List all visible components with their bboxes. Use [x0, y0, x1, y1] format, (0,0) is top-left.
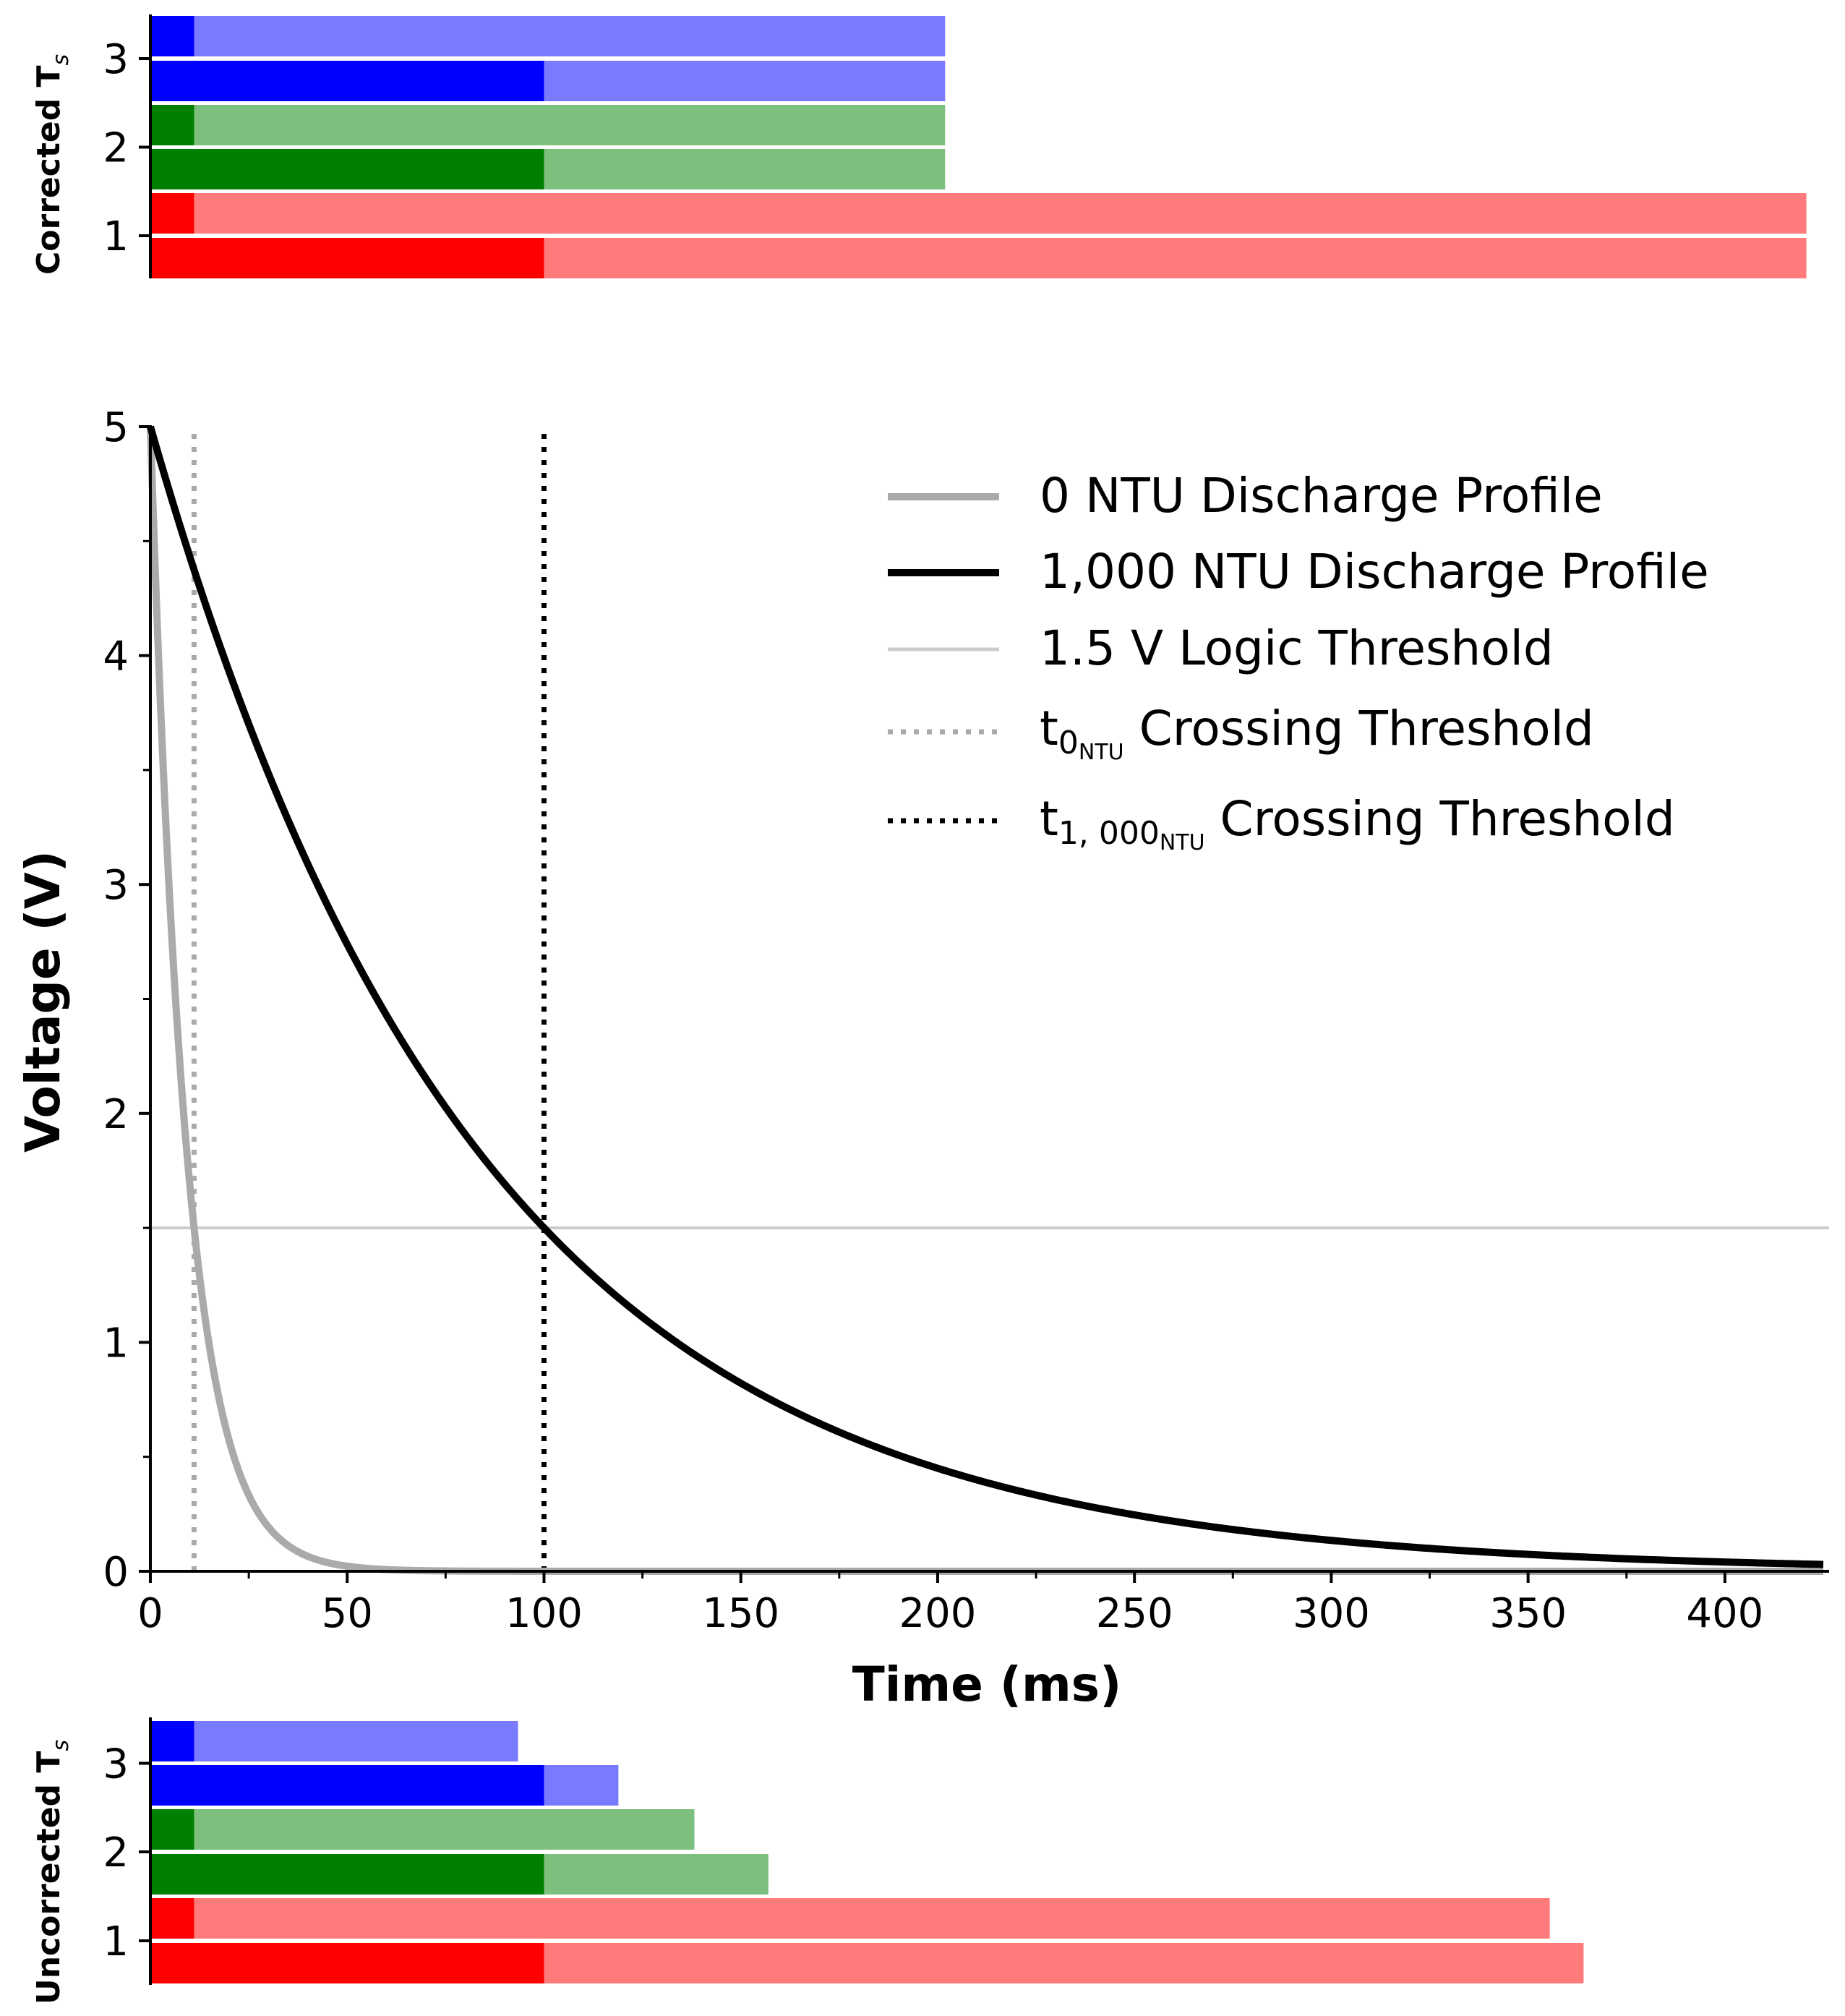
bar-group2-0ntu-total [150, 1809, 695, 1850]
x-tick-label: 150 [702, 1590, 779, 1637]
y-tick-label: 1 [103, 1320, 129, 1367]
y-tick-label: 3 [103, 862, 129, 909]
bar-group2-1000ntu-crossing [150, 149, 544, 189]
x-tick-label: 300 [1293, 1590, 1370, 1637]
y-tick-label: 0 [103, 1549, 129, 1596]
corrected-y-axis-title: Corrected Ts [30, 54, 74, 275]
bar-group1-0ntu-crossing [150, 1898, 194, 1939]
legend-label-0ntu: 0 NTU Discharge Profile [1040, 468, 1603, 524]
uncorrected-ts-panel: 1 2 3 Uncorrected Ts [30, 1717, 1584, 2004]
bar-group1-0ntu-total [150, 193, 1807, 234]
x-tick-label: 100 [505, 1590, 583, 1637]
legend: 0 NTU Discharge Profile 1,000 NTU Discha… [888, 468, 1709, 855]
bar-y-tick-label: 2 [103, 1829, 129, 1876]
y-tick-label: 4 [103, 633, 129, 680]
bar-group3-0ntu-total [150, 1721, 518, 1761]
corrected-bars [150, 16, 1807, 278]
bar-group2-1000ntu-crossing [150, 1854, 544, 1895]
bar-group3-0ntu-crossing [150, 1721, 194, 1761]
bar-group1-1000ntu-crossing [150, 1943, 544, 1983]
bar-group1-0ntu-total [150, 1898, 1550, 1939]
legend-item-threshold: 1.5 V Logic Threshold [888, 620, 1554, 676]
bar-group3-1000ntu-crossing [150, 61, 544, 101]
bar-group3-0ntu-total [150, 16, 946, 56]
y-axis-title: Voltage (V) [15, 850, 71, 1153]
x-tick-label: 350 [1489, 1590, 1567, 1637]
x-tick-label: 50 [322, 1590, 373, 1637]
bar-group1-0ntu-crossing [150, 193, 194, 234]
corrected-y-ticks: 1 2 3 [103, 36, 150, 260]
discharge-panel: 0 50 100 150 200 250 300 350 400 0 1 2 3 4 5 Time (ms… [15, 404, 1829, 1712]
bar-group3-0ntu-crossing [150, 16, 194, 56]
legend-item-t1000-crossing: t1, 000NTU Crossing Threshold [888, 791, 1675, 855]
bar-y-tick-label: 3 [103, 36, 129, 83]
x-tick-label: 250 [1096, 1590, 1173, 1637]
x-tick-label: 0 [137, 1590, 163, 1637]
x-tick-label: 400 [1686, 1590, 1763, 1637]
bar-group3-1000ntu-crossing [150, 1765, 544, 1806]
bar-y-tick-label: 1 [103, 213, 129, 260]
legend-item-t0-crossing: t0NTU Crossing Threshold [888, 701, 1594, 765]
corrected-ts-panel: 1 2 3 Corrected Ts [30, 14, 1807, 278]
x-axis-title: Time (ms) [852, 1657, 1122, 1712]
legend-label-t0-crossing: t0NTU Crossing Threshold [1040, 701, 1594, 765]
bar-y-tick-label: 1 [103, 1918, 129, 1965]
main-x-ticks: 0 50 100 150 200 250 300 350 400 [137, 1571, 1763, 1637]
bar-group2-0ntu-crossing [150, 1809, 194, 1850]
main-y-ticks: 0 1 2 3 4 5 [103, 404, 150, 1596]
uncorrected-y-ticks: 1 2 3 [103, 1741, 150, 1965]
y-tick-label: 2 [103, 1091, 129, 1138]
bar-group1-1000ntu-crossing [150, 238, 544, 278]
bar-group2-0ntu-crossing [150, 105, 194, 145]
uncorrected-y-axis-title: Uncorrected Ts [30, 1740, 74, 2004]
bar-y-tick-label: 2 [103, 125, 129, 172]
bar-group2-0ntu-total [150, 105, 946, 145]
legend-item-1000ntu: 1,000 NTU Discharge Profile [888, 544, 1709, 599]
bar-y-tick-label: 3 [103, 1741, 129, 1788]
series-1000ntu-line [147, 425, 1825, 1568]
legend-label-t1000-crossing: t1, 000NTU Crossing Threshold [1040, 791, 1675, 855]
legend-label-threshold: 1.5 V Logic Threshold [1040, 620, 1554, 676]
uncorrected-bars [150, 1721, 1584, 1983]
legend-label-1000ntu: 1,000 NTU Discharge Profile [1040, 544, 1709, 599]
x-tick-label: 200 [899, 1590, 976, 1637]
y-tick-label: 5 [103, 404, 129, 451]
legend-item-0ntu: 0 NTU Discharge Profile [888, 468, 1603, 524]
